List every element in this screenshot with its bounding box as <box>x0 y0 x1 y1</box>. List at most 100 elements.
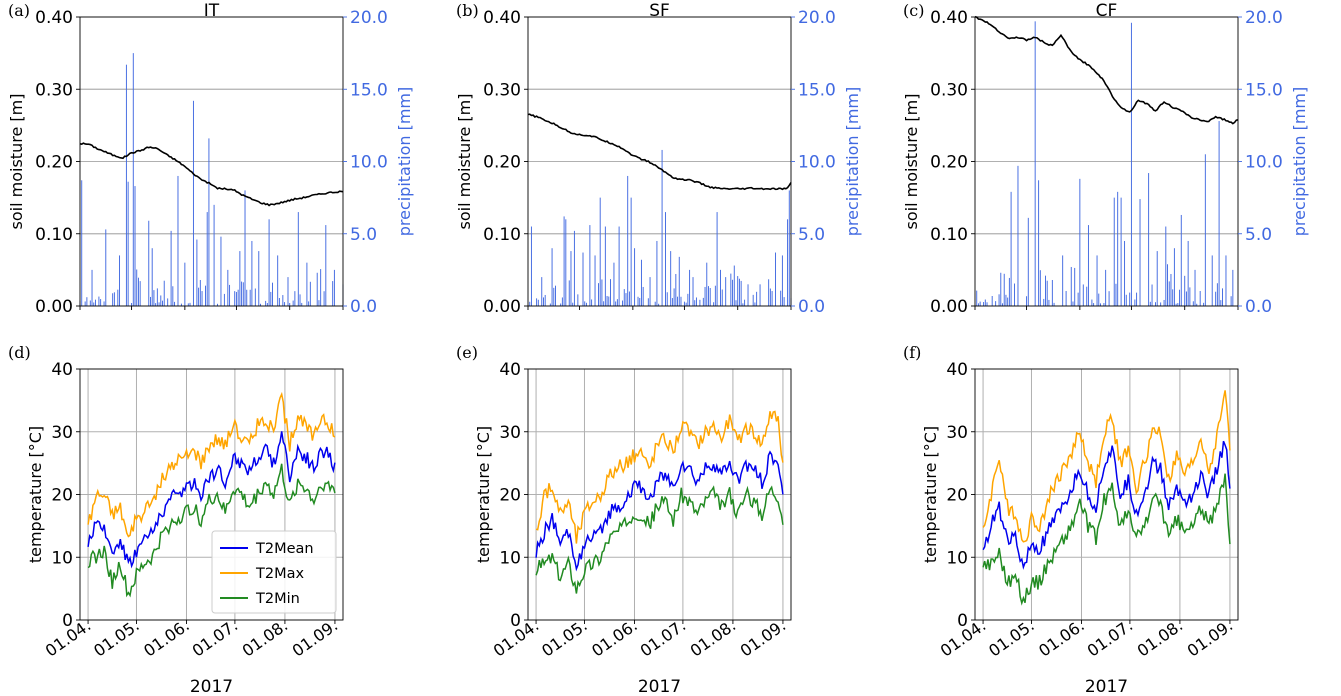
series-line-t2min <box>982 473 1231 606</box>
precip-bar <box>737 276 739 306</box>
precip-bar <box>1093 303 1095 306</box>
precip-bar <box>172 286 174 306</box>
precip-bar <box>735 300 737 306</box>
precip-bar <box>332 281 334 306</box>
precip-bar <box>979 301 981 306</box>
precip-bar <box>1230 296 1232 306</box>
y-tick-label: 30 <box>51 423 73 443</box>
precip-bar <box>206 212 208 306</box>
y2-axis-label: precipitation [mm] <box>843 87 862 237</box>
precip-bar <box>1038 180 1040 306</box>
precip-bar <box>1098 293 1100 306</box>
precip-bar <box>1087 225 1089 306</box>
precip-bar <box>1225 255 1227 306</box>
precip-bar <box>1216 283 1218 306</box>
precip-bar <box>1034 21 1036 307</box>
precip-bar <box>213 204 215 306</box>
precip-bar <box>81 180 83 306</box>
precip-bar <box>1148 173 1150 306</box>
y-tick-label: 0.40 <box>35 8 73 28</box>
precip-bar <box>127 181 129 306</box>
precip-bar <box>738 278 740 306</box>
precip-bar <box>733 265 735 306</box>
precip-bar <box>103 301 105 306</box>
precip-bar <box>603 301 605 306</box>
precip-bar <box>585 302 587 306</box>
precip-bar <box>1005 294 1007 306</box>
precip-bar <box>572 302 574 306</box>
precip-bar <box>119 255 121 306</box>
precip-bar <box>162 300 163 306</box>
y2-tick-label: 5.0 <box>350 225 377 245</box>
x-tick-label: 01.09. <box>1184 616 1237 661</box>
precip-bar <box>740 280 742 306</box>
precip-bar <box>254 288 256 306</box>
precip-bar <box>158 302 160 306</box>
precip-bar <box>270 291 272 306</box>
precip-bar <box>582 252 584 306</box>
precip-bar <box>192 100 194 306</box>
panel-letter: (e) <box>456 343 478 362</box>
precip-bar <box>1163 299 1165 306</box>
precip-bar <box>555 285 556 306</box>
precip-bar <box>709 288 711 306</box>
precip-bar <box>89 300 91 306</box>
precip-bar <box>754 302 756 306</box>
precip-bar <box>591 299 593 306</box>
y-axis-label: temperature [°C] <box>921 426 940 563</box>
precip-bar <box>983 302 985 306</box>
precip-bar <box>1002 303 1003 306</box>
precip-bar <box>675 273 677 306</box>
precip-bar <box>1218 121 1220 306</box>
legend: T2Mean T2Max T2Min <box>211 530 337 614</box>
precip-bar <box>1155 302 1156 306</box>
precip-bar <box>242 282 244 306</box>
precip-bar <box>292 300 294 306</box>
precip-bar <box>689 269 691 306</box>
precip-bar <box>251 240 253 306</box>
precip-bar <box>220 236 222 306</box>
precip-bar <box>769 288 771 306</box>
precip-bar <box>1074 267 1076 306</box>
y-tick-label: 0.00 <box>930 297 968 317</box>
y2-tick-label: 15.0 <box>798 80 836 100</box>
precip-bar <box>265 300 267 306</box>
y-tick-label: 40 <box>51 360 73 380</box>
y2-tick-label: 5.0 <box>798 225 825 245</box>
precip-bar <box>93 302 95 306</box>
precip-bar <box>1177 303 1179 306</box>
precip-bar <box>316 272 318 306</box>
y-tick-label: 0.20 <box>35 153 73 173</box>
precip-bar <box>775 252 777 306</box>
precip-bar <box>1194 269 1196 306</box>
y-tick-label: 0.20 <box>483 153 521 173</box>
precip-soil-panel-sf: 0.00 0.10 0.20 0.30 0.40 0.0 5.0 10.0 15.0 20.0 so… <box>455 1 862 317</box>
precip-bar <box>537 299 539 306</box>
precip-bar <box>694 300 696 306</box>
precip-bar <box>702 297 704 306</box>
precip-bar <box>1179 289 1181 306</box>
legend-label: T2Mean <box>255 541 314 557</box>
precip-bar <box>325 225 327 306</box>
precip-bar <box>84 301 86 306</box>
precip-bar <box>1043 298 1045 306</box>
precip-bar <box>272 282 273 306</box>
precip-bar <box>642 286 644 306</box>
precip-bar <box>995 301 997 306</box>
x-tick-label: 01.07. <box>1084 616 1137 661</box>
precip-bar <box>91 269 93 306</box>
y-tick-label: 0.40 <box>483 8 521 28</box>
precip-bar <box>1168 281 1170 306</box>
y-tick-label: 0 <box>510 611 521 631</box>
precip-bar <box>301 302 303 306</box>
precip-bar <box>549 303 551 306</box>
precip-bar <box>1222 288 1224 306</box>
precip-bar <box>1096 255 1098 306</box>
precip-bar <box>756 291 758 306</box>
precip-bar <box>1160 302 1162 306</box>
precip-bar <box>125 64 127 306</box>
precip-bar <box>604 226 606 306</box>
precip-bar <box>1189 287 1191 306</box>
precip-bar <box>199 279 201 306</box>
precip-bar <box>223 293 225 306</box>
